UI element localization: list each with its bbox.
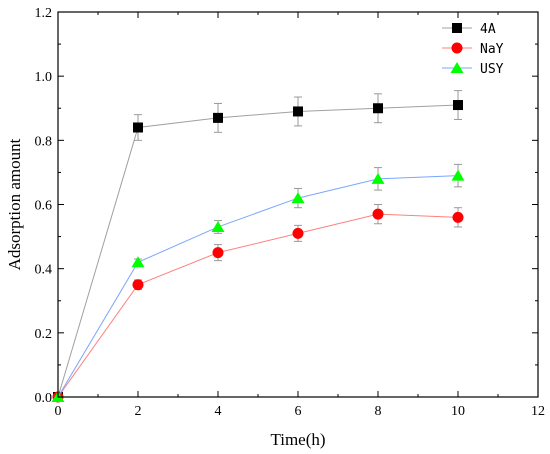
series-4a: [53, 90, 463, 402]
x-tick-label: 2: [135, 404, 142, 419]
y-tick-label: 0.4: [35, 263, 53, 278]
y-tick-label: 0.0: [35, 391, 53, 406]
legend-marker-4a: [452, 23, 462, 33]
data-point-nay: [452, 211, 464, 223]
data-point-4a: [133, 122, 143, 133]
y-tick-label: 1.0: [35, 70, 53, 85]
y-tick-label: 0.8: [35, 134, 53, 149]
x-tick-label: 6: [295, 404, 302, 419]
axis-ticks: 0 2 4 6 8 10 12 0.0 0.2 0.4 0.6 0.8 1.0 1.2: [35, 6, 546, 419]
data-point-usy: [131, 256, 145, 268]
y-tick-label: 1.2: [35, 6, 53, 21]
data-point-usy: [371, 172, 385, 184]
series-line-usy: [57, 175, 459, 398]
data-point-usy: [211, 220, 225, 232]
series-layer: [51, 90, 465, 403]
legend-marker-usy: [450, 62, 464, 73]
data-point-nay: [212, 247, 224, 259]
data-point-4a: [453, 100, 463, 111]
series-line-4a: [57, 104, 459, 398]
data-point-usy: [291, 192, 305, 204]
legend-label-usy: USY: [480, 62, 504, 77]
data-point-nay: [132, 279, 144, 291]
legend-label-4a: 4A: [480, 22, 496, 37]
x-tick-label: 8: [375, 404, 382, 419]
data-point-usy: [451, 169, 465, 181]
legend: 4A NaY USY: [442, 22, 504, 77]
y-axis-title: Adsorption amount: [5, 138, 24, 270]
data-point-nay: [292, 227, 304, 239]
x-tick-label: 4: [215, 404, 222, 419]
x-tick-label: 0: [55, 404, 62, 419]
x-axis-title: Time(h): [270, 430, 325, 449]
series-nay: [52, 204, 464, 403]
legend-marker-nay: [451, 42, 463, 54]
y-tick-label: 0.6: [35, 199, 53, 214]
series-line-nay: [57, 213, 459, 398]
y-tick-label: 0.2: [35, 327, 53, 342]
data-point-nay: [372, 208, 384, 220]
x-tick-label: 10: [451, 404, 465, 419]
data-point-4a: [373, 103, 383, 114]
legend-label-nay: NaY: [480, 42, 504, 57]
data-point-4a: [293, 106, 303, 117]
x-tick-label: 12: [531, 404, 545, 419]
series-usy: [51, 163, 465, 402]
data-point-4a: [213, 112, 223, 123]
